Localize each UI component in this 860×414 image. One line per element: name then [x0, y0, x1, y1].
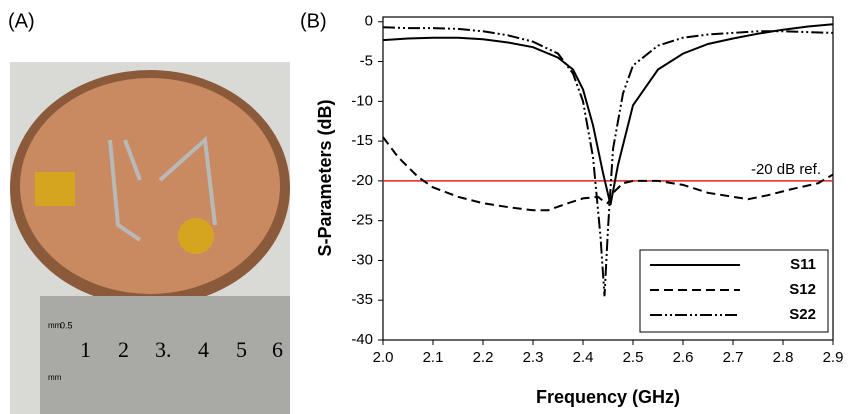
- ruler-label: 4: [198, 337, 209, 362]
- y-tick-label: 0: [365, 13, 373, 30]
- x-tick-label: 2.4: [573, 349, 594, 366]
- x-tick-label: 2.6: [673, 349, 694, 366]
- x-tick-label: 2.8: [773, 349, 794, 366]
- connector: [178, 218, 214, 254]
- ruler-label: mm: [48, 321, 62, 330]
- legend-label: S12: [789, 281, 816, 298]
- x-tick-label: 2.9: [823, 349, 844, 366]
- y-tick-label: -10: [351, 92, 373, 109]
- ruler-label: mm: [48, 373, 62, 382]
- disk: [20, 78, 280, 294]
- y-axis-title: S-Parameters (dB): [315, 99, 335, 256]
- x-tick-label: 2.2: [473, 349, 494, 366]
- series-line: [382, 136, 834, 212]
- ruler-label: 0.5: [60, 320, 73, 330]
- ruler-label: 6: [272, 337, 283, 362]
- photo: 0.5 mm mm 1 2 3. 4 5 6: [10, 62, 290, 414]
- traces: [108, 135, 217, 242]
- ruler-label: 2: [118, 337, 129, 362]
- y-tick-label: -30: [351, 251, 373, 268]
- reference-label: -20 dB ref.: [751, 161, 821, 178]
- y-tick-label: -35: [351, 291, 373, 308]
- panel-label: (A): [8, 10, 35, 32]
- y-tick-label: -5: [360, 53, 373, 70]
- ruler-label: 5: [236, 337, 247, 362]
- x-tick-label: 2.1: [423, 349, 444, 366]
- y-tick-label: -40: [351, 331, 373, 348]
- x-tick-label: 2.3: [523, 349, 544, 366]
- panel-label: (B): [300, 10, 327, 32]
- x-tick-label: 2.0: [373, 349, 394, 366]
- y-tick-label: -20: [351, 172, 373, 189]
- legend-label: S11: [790, 256, 816, 273]
- x-axis-title: Frequency (GHz): [536, 387, 680, 407]
- y-tick-label: -15: [351, 132, 373, 149]
- ruler: [40, 296, 290, 414]
- y-tick-label: -25: [351, 212, 373, 229]
- ruler-label: 1: [80, 337, 91, 362]
- x-tick-label: 2.7: [723, 349, 744, 366]
- series-line: [382, 26, 834, 297]
- legend-label: S22: [789, 306, 816, 323]
- x-tick-label: 2.5: [623, 349, 644, 366]
- series-line: [382, 23, 834, 206]
- plot-frame: [382, 16, 834, 341]
- ruler-label: 3.: [155, 337, 172, 362]
- connector: [35, 172, 75, 206]
